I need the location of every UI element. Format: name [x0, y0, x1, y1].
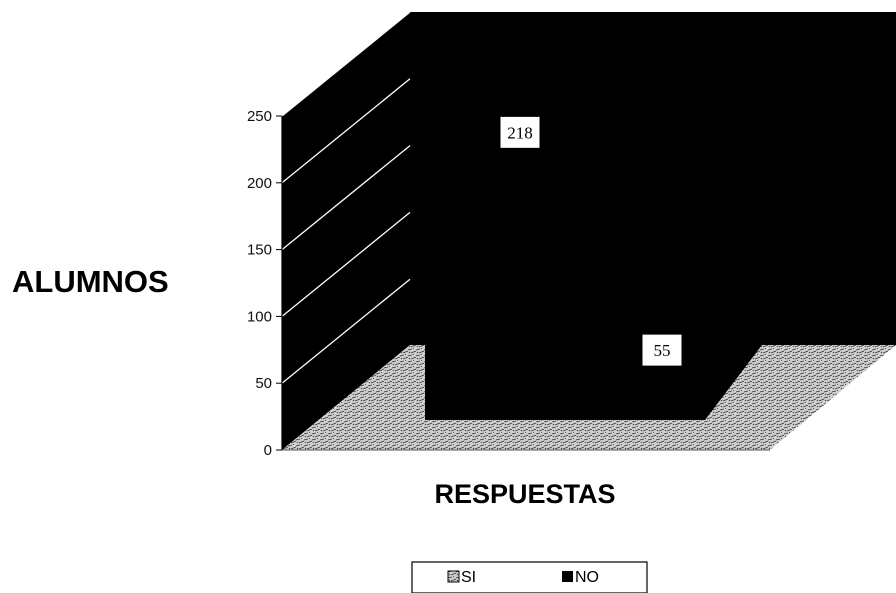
chart-floor-shadow	[425, 345, 762, 420]
gridline	[281, 211, 411, 317]
legend: SI NO	[411, 561, 648, 593]
data-label: 55	[654, 341, 671, 360]
gridline	[281, 78, 411, 184]
y-tick-label: 100	[247, 308, 272, 325]
y-tick-label: 50	[255, 375, 272, 392]
y-tick-label: 150	[247, 242, 272, 259]
data-label-box	[641, 333, 683, 367]
gridline	[281, 145, 411, 251]
data-label-box	[499, 115, 541, 149]
chart-side-wall	[282, 12, 410, 450]
x-axis-title: RESPUESTAS	[434, 479, 615, 509]
y-axis-ticks: 0 50 100 150 200 250	[247, 108, 282, 459]
legend-box	[411, 561, 648, 593]
legend-swatch-si	[447, 570, 460, 583]
gridline	[281, 278, 411, 384]
gridline	[281, 11, 411, 117]
legend-swatch-no	[562, 571, 573, 582]
data-label: 218	[507, 123, 533, 142]
chart-back-wall	[410, 12, 896, 345]
legend-label-si: SI	[461, 569, 476, 586]
y-tick-label: 0	[264, 442, 272, 459]
legend-label-no: NO	[575, 569, 599, 586]
y-tick-label: 250	[247, 108, 272, 125]
data-labels: 218 55	[499, 115, 683, 367]
gridlines	[281, 11, 411, 384]
y-axis-title: ALUMNOS	[12, 264, 169, 299]
y-tick-label: 200	[247, 175, 272, 192]
